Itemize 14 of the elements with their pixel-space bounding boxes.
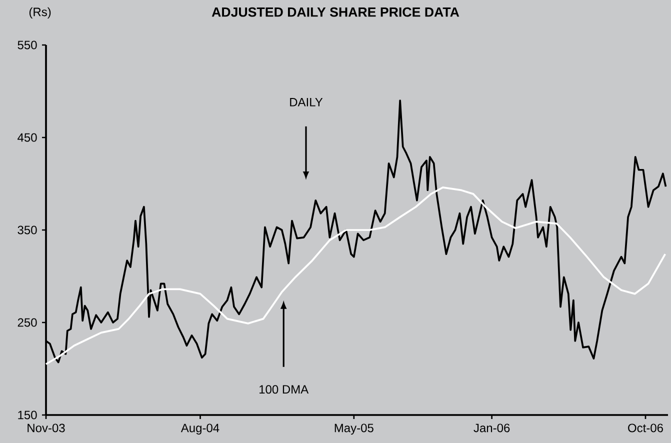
x-tick-label: Nov-03 [28,424,65,432]
annotation: DAILY [290,98,323,106]
y-tick-label: 250 [18,318,37,327]
y-tick-label: 550 [18,40,37,50]
x-tick-label: Aug-04 [180,424,220,435]
x-tick-label: Jan-06 [474,424,510,432]
x-tick-label: May-05 [334,424,374,435]
y-tick-label: 450 [18,133,37,142]
chart-title: ADJUSTED DAILY SHARE PRICE DATA [212,7,460,17]
y-axis-title: (Rs) [29,7,51,19]
x-tick-label: Oct-06 [628,424,663,432]
y-tick-label: 350 [18,226,37,234]
y-tick-label: 150 [18,410,37,420]
annotation: 100 DMA [260,385,309,394]
